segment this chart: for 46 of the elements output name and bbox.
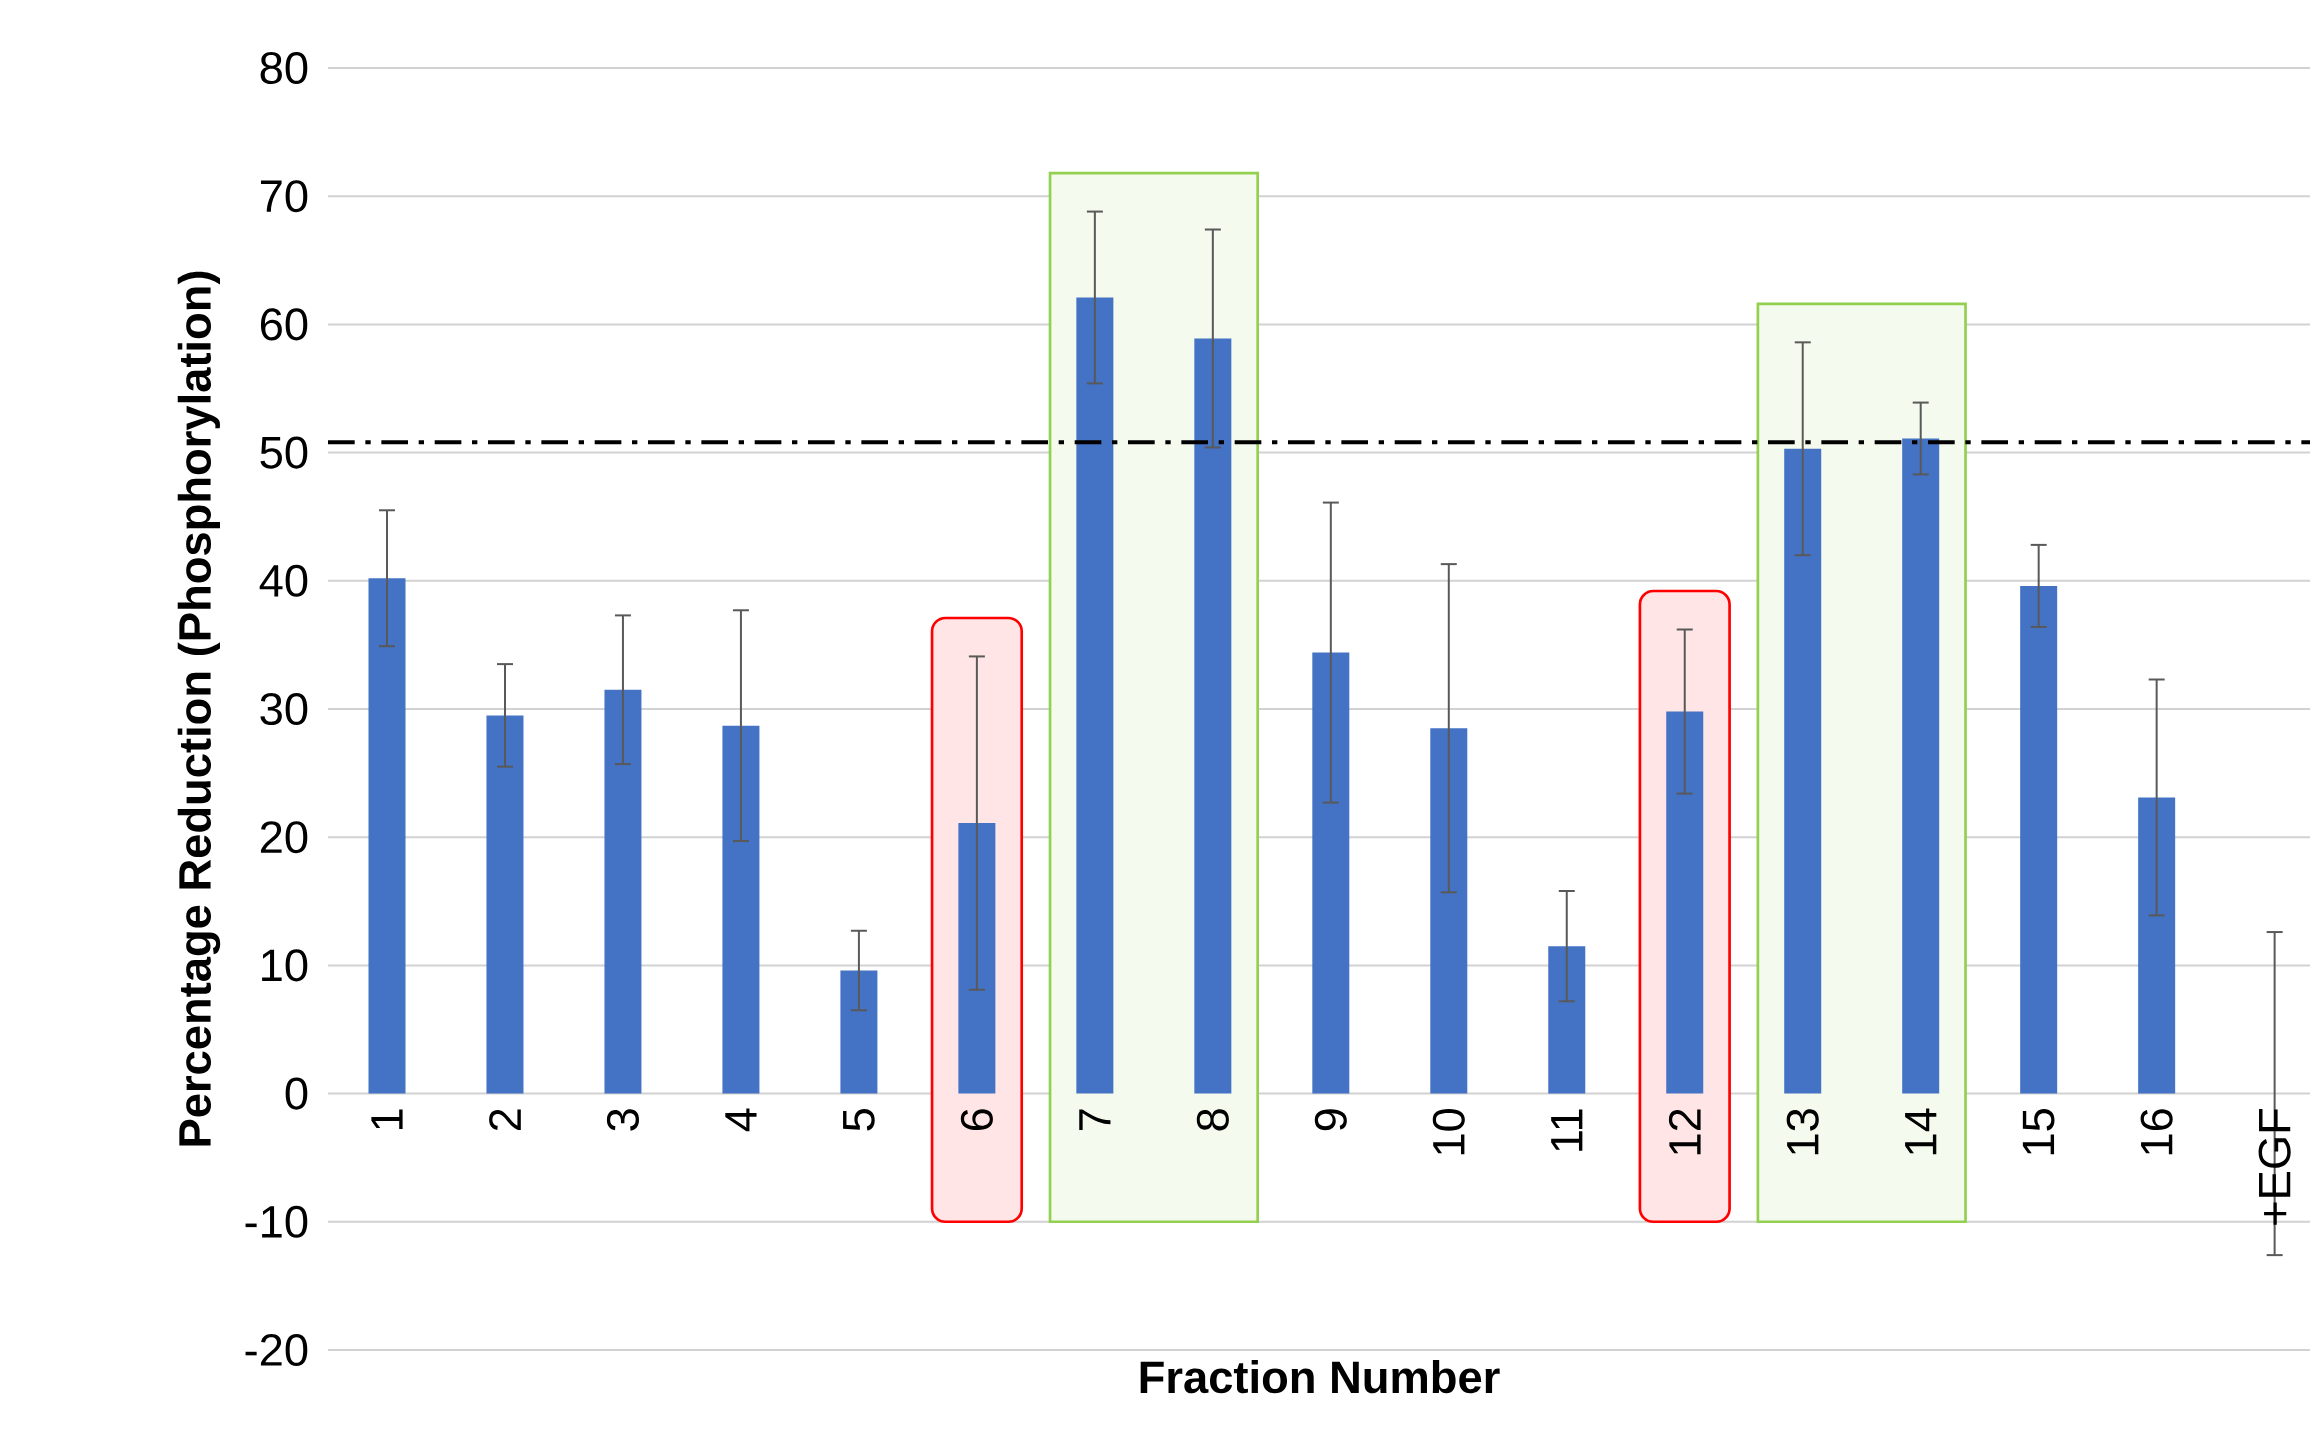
bar	[1548, 946, 1586, 1094]
x-axis-title: Fraction Number	[1140, 1360, 1500, 1394]
x-tick-label: 5	[843, 1109, 875, 1131]
bar	[2138, 797, 2176, 1094]
x-tick-label: 6	[960, 1109, 993, 1131]
y-tick-label: 40	[259, 564, 308, 597]
bar	[486, 715, 524, 1094]
bar	[1784, 448, 1822, 1094]
x-tick-label: 14	[1905, 1108, 1937, 1155]
x-tick-label: 2	[489, 1109, 521, 1131]
y-axis-title: Percentage Reduction (Phosphorylation)	[177, 271, 221, 1146]
bar	[2020, 585, 2058, 1094]
bar	[1666, 711, 1704, 1094]
x-tick-label: 15	[2022, 1109, 2055, 1155]
y-tick-label: 70	[260, 180, 308, 213]
x-tick-label: 10	[1432, 1108, 1465, 1155]
y-tick-label: -10	[245, 1205, 308, 1238]
bar	[604, 689, 642, 1094]
x-tick-label: 9	[1314, 1109, 1347, 1131]
y-tick-label: 20	[260, 821, 308, 854]
x-tick-label: 4	[725, 1108, 757, 1132]
bar	[958, 823, 996, 1094]
x-tick-label: 7	[1079, 1109, 1111, 1131]
x-tick-label: +EGF	[2258, 1109, 2291, 1225]
y-tick-label: 80	[260, 51, 308, 85]
x-tick-label: 11	[1551, 1109, 1583, 1151]
bar	[1430, 728, 1468, 1094]
y-tick-label: -20	[245, 1333, 308, 1367]
bar	[722, 725, 760, 1094]
x-tick-label: 12	[1668, 1109, 1701, 1155]
bar	[1076, 297, 1114, 1094]
y-tick-label: 30	[260, 692, 308, 726]
x-tick-label: 1	[371, 1109, 403, 1129]
bar	[1902, 438, 1940, 1094]
bar	[368, 578, 406, 1094]
bar	[1312, 652, 1350, 1094]
x-tick-label: 3	[606, 1109, 639, 1131]
x-tick-label: 13	[1786, 1109, 1819, 1155]
y-tick-label: 50	[260, 436, 308, 469]
bar	[840, 970, 878, 1094]
x-tick-label: 16	[2140, 1109, 2173, 1155]
bar	[1194, 338, 1232, 1094]
y-tick-label: 60	[260, 308, 308, 341]
y-tick-label: 10	[262, 949, 308, 982]
y-tick-label: 0	[285, 1077, 308, 1110]
x-tick-label: 8	[1196, 1109, 1229, 1131]
